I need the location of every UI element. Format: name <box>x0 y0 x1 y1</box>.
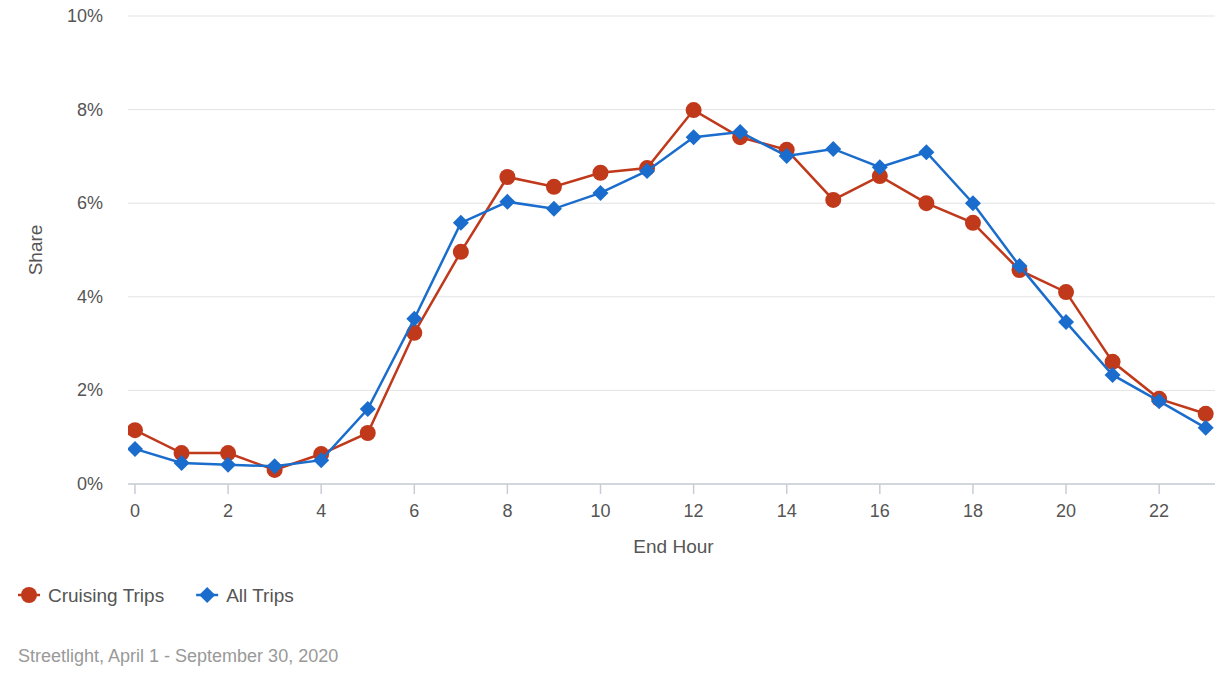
x-tick <box>227 484 229 494</box>
grid-line <box>128 296 1215 297</box>
grid-line <box>128 203 1215 204</box>
x-axis-line <box>128 483 1215 485</box>
data-point <box>1105 367 1121 383</box>
data-point <box>1198 420 1214 436</box>
x-axis-label: End Hour <box>633 536 714 557</box>
data-point <box>593 165 609 181</box>
data-point <box>267 458 283 474</box>
data-point <box>360 401 376 417</box>
data-point <box>825 192 841 208</box>
data-point <box>965 215 981 231</box>
y-tick-label: 0% <box>77 474 103 494</box>
plot-area <box>128 102 1214 478</box>
y-tick-label: 4% <box>77 287 103 307</box>
x-tick <box>879 484 881 494</box>
data-point <box>825 141 841 157</box>
y-axis-label: Share <box>25 225 46 276</box>
grid-line <box>128 16 1215 17</box>
data-point <box>128 441 143 457</box>
legend-item: Cruising Trips <box>18 585 164 606</box>
data-point <box>779 148 795 164</box>
x-tick-label: 6 <box>409 501 419 521</box>
x-tick-label: 18 <box>963 501 983 521</box>
data-point <box>1058 314 1074 330</box>
data-point <box>360 425 376 441</box>
data-point <box>313 452 329 468</box>
data-point <box>639 163 655 179</box>
data-point <box>1058 284 1074 300</box>
data-point <box>1151 393 1167 409</box>
source-note: Streetlight, April 1 - September 30, 202… <box>18 646 338 666</box>
x-tick-label: 4 <box>316 501 326 521</box>
data-point <box>406 311 422 327</box>
x-tick-label: 0 <box>130 501 140 521</box>
y-tick-label: 8% <box>77 100 103 120</box>
x-tick <box>1158 484 1160 494</box>
x-tick-label: 10 <box>590 501 610 521</box>
y-tick-label: 10% <box>67 6 103 26</box>
data-point <box>918 195 934 211</box>
data-point <box>174 455 190 471</box>
data-point <box>593 185 609 201</box>
x-tick <box>320 484 322 494</box>
series-line <box>135 110 1206 470</box>
grid-line <box>128 390 1215 391</box>
x-tick <box>134 484 136 494</box>
data-point <box>872 159 888 175</box>
x-tick-label: 14 <box>777 501 797 521</box>
data-point <box>686 102 702 118</box>
data-point <box>453 215 469 231</box>
x-tick-label: 22 <box>1149 501 1169 521</box>
x-tick <box>414 484 416 494</box>
series-line <box>135 132 1206 466</box>
x-tick <box>1065 484 1067 494</box>
grid-line <box>128 109 1215 110</box>
data-point <box>1198 406 1214 422</box>
data-point <box>220 457 236 473</box>
data-point <box>686 129 702 145</box>
data-point <box>732 124 748 140</box>
legend-label: Cruising Trips <box>48 585 164 606</box>
legend-marker <box>21 587 37 603</box>
x-tick <box>972 484 974 494</box>
x-tick <box>507 484 509 494</box>
x-tick <box>786 484 788 494</box>
legend-marker <box>199 587 215 603</box>
y-tick-label: 6% <box>77 193 103 213</box>
data-point <box>546 201 562 217</box>
data-point <box>453 244 469 260</box>
legend-label: All Trips <box>226 585 294 606</box>
legend-item: All Trips <box>196 585 294 606</box>
data-point <box>965 195 981 211</box>
x-tick-label: 16 <box>870 501 890 521</box>
data-point <box>499 169 515 185</box>
x-tick-label: 2 <box>223 501 233 521</box>
x-tick <box>693 484 695 494</box>
data-point <box>546 179 562 195</box>
data-point <box>499 194 515 210</box>
x-tick <box>600 484 602 494</box>
y-tick-label: 2% <box>77 380 103 400</box>
grid-line <box>128 484 1215 485</box>
chart: 0% 2% 4% 6% 8% 10% 0 2 4 6 8 10 12 14 16 18 20 22 End Hour… <box>0 0 1232 693</box>
data-point <box>128 422 143 438</box>
x-tick-label: 12 <box>684 501 704 521</box>
data-point <box>1011 258 1027 274</box>
data-point <box>918 144 934 160</box>
x-tick-label: 20 <box>1056 501 1076 521</box>
x-tick-label: 8 <box>502 501 512 521</box>
